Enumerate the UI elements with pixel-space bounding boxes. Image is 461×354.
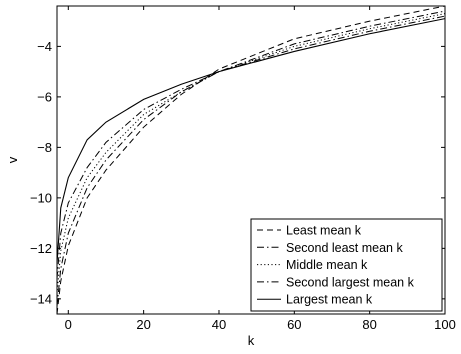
legend-label-2: Second least mean k [286, 241, 403, 255]
y-tick-label: −12 [30, 241, 52, 256]
legend-label-1: Least mean k [286, 224, 362, 238]
y-tick-label: −4 [37, 39, 52, 54]
x-tick-label: 20 [136, 317, 150, 332]
x-tick-label: 60 [287, 317, 301, 332]
x-tick-label: 40 [212, 317, 226, 332]
series-lines [57, 6, 445, 314]
x-tick-label: 80 [362, 317, 376, 332]
x-tick-label: 100 [434, 317, 456, 332]
legend-box [250, 218, 443, 312]
y-tick-label: −8 [37, 140, 52, 155]
series-line-5 [57, 18, 445, 264]
series-line-3 [57, 13, 445, 294]
y-tick-label: −14 [30, 291, 52, 306]
series-line-4 [57, 15, 445, 279]
axis-ticks: 0 20 40 60 80 100 −14 −12 −10 −8 −6 −4 [30, 6, 456, 332]
series-line-2 [57, 10, 445, 307]
legend-label-4: Second largest mean k [286, 275, 415, 289]
y-axis-label: v [5, 156, 20, 163]
x-axis-label: k [248, 333, 255, 348]
y-tick-label: −10 [30, 190, 52, 205]
y-tick-label: −6 [37, 89, 52, 104]
legend-label-3: Middle mean k [286, 258, 368, 272]
series-line-1 [57, 6, 445, 314]
x-tick-label: 0 [65, 317, 72, 332]
legend: Least mean k Second least mean k Middle me… [250, 218, 443, 312]
legend-label-5: Largest mean k [286, 293, 373, 307]
